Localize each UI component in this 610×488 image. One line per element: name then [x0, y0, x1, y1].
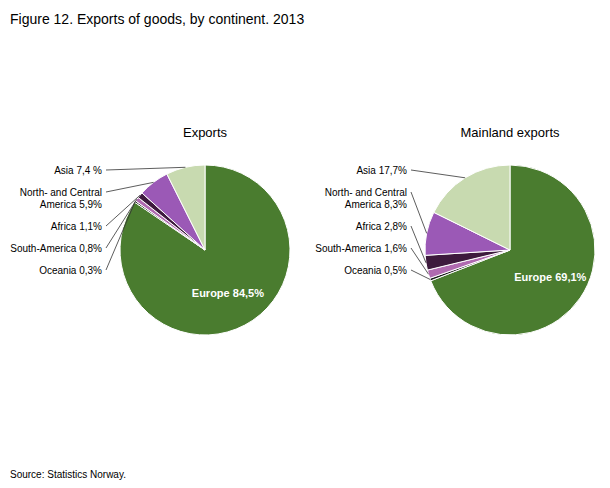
leader-line — [411, 226, 426, 263]
slice-label: South-America 0,8% — [10, 243, 102, 254]
pie-slice — [167, 165, 205, 250]
slice-label: Asia 17,7% — [356, 165, 407, 176]
pie-slice — [120, 165, 290, 335]
slices — [120, 165, 290, 335]
pie-title: Exports — [183, 125, 228, 140]
slice-label: Europe 69,1% — [514, 271, 586, 283]
slice-label: Oceania 0,3% — [39, 265, 102, 276]
slices — [425, 165, 595, 335]
figure-title: Figure 12. Exports of goods, by continen… — [10, 11, 304, 27]
leader-line — [106, 167, 185, 170]
slice-label: Africa 1,1% — [51, 221, 102, 232]
chart: Figure 12. Exports of goods, by continen… — [0, 0, 610, 488]
leader-line — [106, 202, 135, 270]
slice-label: Africa 2,8% — [356, 221, 407, 232]
leader-line — [106, 199, 137, 248]
slice-labels: Europe 69,1% Asia 17,7% North- and Central… — [315, 165, 586, 284]
pie-panel: Exports Europe 84,5% Asia 7,4 % North- and … — [10, 125, 290, 335]
source-note: Source: Statistics Norway. — [10, 469, 126, 480]
slice-label: North- and CentralAmerica 5,9% — [20, 187, 102, 210]
leader-line — [411, 248, 429, 274]
slice-label: Oceania 0,5% — [344, 265, 407, 276]
leader-line — [411, 170, 465, 178]
slice-labels: Europe 84,5% Asia 7,4 % North- and Central… — [10, 165, 264, 300]
slice-label: North- and CentralAmerica 8,3% — [325, 187, 407, 210]
leader-line — [106, 182, 154, 192]
leader-line — [411, 192, 427, 233]
slice-label: Asia 7,4 % — [54, 165, 102, 176]
pie-title: Mainland exports — [461, 125, 560, 140]
pie-slice — [434, 165, 510, 250]
pie-panel: Mainland exports Europe 69,1% Asia 17,7% No… — [315, 125, 595, 335]
slice-label: Europe 84,5% — [192, 287, 264, 299]
slice-label: South-America 1,6% — [315, 243, 407, 254]
leader-line — [411, 270, 430, 280]
